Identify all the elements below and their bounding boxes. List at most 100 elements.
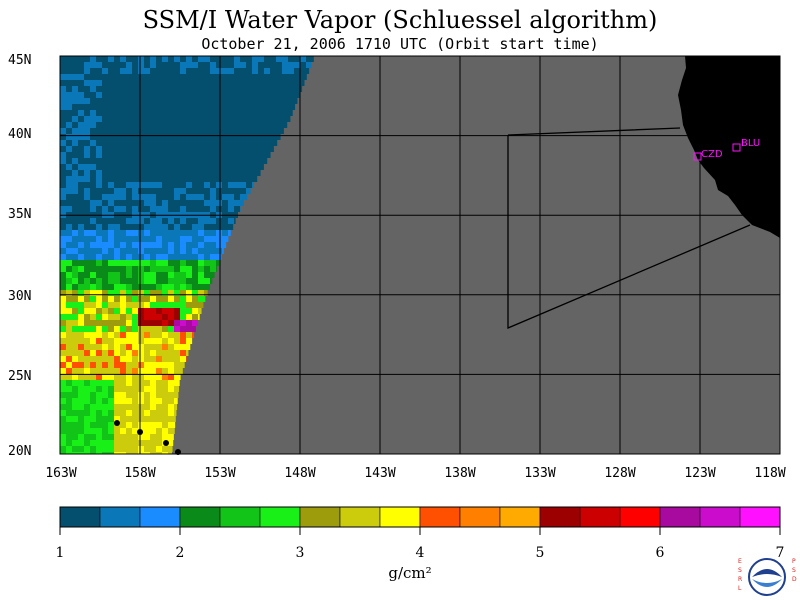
swath-cell	[132, 416, 138, 422]
swath-cell	[228, 188, 234, 194]
swath-cell	[162, 98, 168, 104]
swath-cell	[96, 128, 102, 134]
swath-cell	[96, 176, 102, 182]
swath-cell	[120, 314, 126, 320]
swath-cell	[102, 128, 108, 134]
swath-cell	[120, 62, 126, 68]
swath-cell	[114, 428, 120, 434]
swath-cell	[168, 188, 174, 194]
swath-cell	[108, 62, 114, 68]
swath-cell	[90, 398, 96, 404]
swath-cell	[186, 350, 189, 356]
swath-cell	[234, 74, 240, 80]
swath-cell	[186, 302, 192, 308]
swath-cell	[168, 302, 174, 308]
swath-cell	[102, 92, 108, 98]
swath-cell	[102, 68, 108, 74]
swath-cell	[174, 92, 180, 98]
swath-cell	[96, 98, 102, 104]
swath-cell	[264, 74, 270, 80]
swath-cell	[72, 356, 78, 362]
swath-cell	[156, 398, 162, 404]
swath-cell	[246, 92, 252, 98]
swath-cell	[60, 302, 66, 308]
swath-cell	[66, 164, 72, 170]
swath-cell	[210, 242, 216, 248]
swath-cell	[120, 416, 126, 422]
swath-cell	[156, 164, 162, 170]
swath-cell	[168, 386, 174, 392]
swath-cell	[162, 410, 168, 416]
swath-cell	[138, 452, 144, 454]
swath-cell	[114, 200, 120, 206]
swath-cell	[120, 422, 126, 428]
swath-cell	[240, 140, 246, 146]
swath-cell	[120, 56, 126, 62]
swath-cell	[198, 308, 202, 314]
swath-cell	[90, 326, 96, 332]
swath-cell	[180, 116, 186, 122]
swath-cell	[60, 218, 66, 224]
swath-cell	[168, 296, 174, 302]
swath-cell	[102, 134, 108, 140]
swath-cell	[66, 434, 72, 440]
swath-cell	[114, 416, 120, 422]
swath-cell	[114, 152, 120, 158]
swath-cell	[168, 446, 173, 452]
swath-cell	[78, 440, 84, 446]
swath-cell	[210, 62, 216, 68]
swath-cell	[174, 416, 176, 422]
swath-cell	[174, 302, 180, 308]
swath-cell	[90, 218, 96, 224]
swath-cell	[216, 62, 222, 68]
swath-cell	[306, 74, 307, 80]
swath-cell	[96, 158, 102, 164]
swath-cell	[114, 278, 120, 284]
swath-cell	[192, 56, 198, 62]
swath-cell	[96, 248, 102, 254]
swath-cell	[132, 140, 138, 146]
swath-cell	[78, 398, 84, 404]
swath-cell	[114, 110, 120, 116]
swath-cell	[162, 386, 168, 392]
swath-cell	[228, 200, 234, 206]
swath-cell	[132, 218, 138, 224]
swath-cell	[72, 122, 78, 128]
swath-cell	[114, 128, 120, 134]
swath-cell	[150, 434, 156, 440]
swath-cell	[144, 116, 150, 122]
swath-cell	[84, 338, 90, 344]
swath-cell	[96, 182, 102, 188]
swath-cell	[186, 182, 192, 188]
swath-cell	[150, 344, 156, 350]
swath-cell	[192, 62, 198, 68]
swath-cell	[150, 80, 156, 86]
swath-cell	[168, 170, 174, 176]
swath-cell	[120, 236, 126, 242]
swath-cell	[90, 392, 96, 398]
swath-cell	[192, 254, 198, 260]
swath-cell	[132, 434, 138, 440]
swath-cell	[174, 128, 180, 134]
swath-cell	[156, 416, 162, 422]
colorbar-swatch	[459, 506, 501, 528]
swath-cell	[216, 56, 222, 62]
swath-cell	[66, 86, 72, 92]
swath-cell	[66, 68, 72, 74]
swath-cell	[162, 134, 168, 140]
swath-cell	[216, 104, 222, 110]
swath-cell	[162, 434, 168, 440]
swath-cell	[102, 422, 108, 428]
swath-cell	[78, 134, 84, 140]
swath-cell	[162, 164, 168, 170]
swath-cell	[78, 110, 84, 116]
colorbar-tick-6: 6	[655, 545, 665, 561]
swath-cell	[72, 248, 78, 254]
swath-cell	[180, 110, 186, 116]
swath-cell	[84, 362, 90, 368]
swath-cell	[180, 350, 186, 356]
swath-cell	[144, 302, 150, 308]
swath-cell	[270, 146, 274, 152]
swath-cell	[72, 224, 78, 230]
swath-cell	[144, 254, 150, 260]
